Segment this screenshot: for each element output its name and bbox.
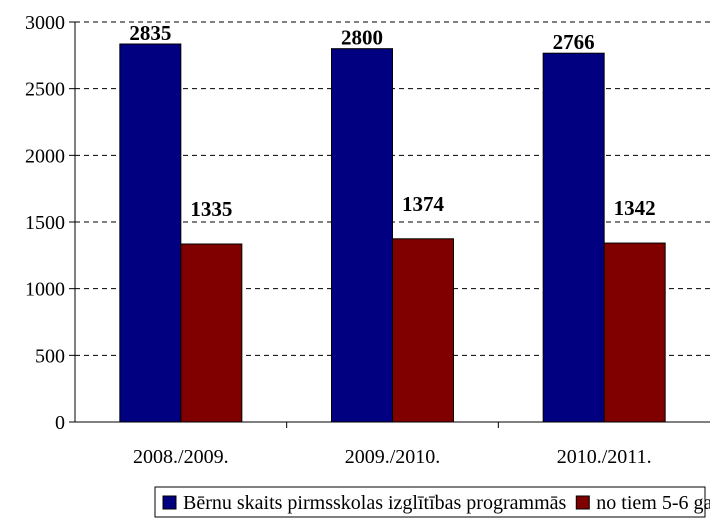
y-tick-label: 2000 (25, 145, 65, 167)
y-tick-label: 3000 (25, 12, 65, 34)
bars (119, 43, 666, 423)
data-label: 1335 (190, 197, 232, 221)
legend-label: no tiem 5-6 gadīgie (596, 492, 710, 514)
bar (180, 243, 243, 423)
x-category-label: 2009./2010. (345, 446, 441, 468)
axes (69, 21, 710, 428)
y-tick-label: 500 (35, 345, 65, 367)
y-tick-label: 1000 (25, 279, 65, 301)
legend-swatch (162, 495, 177, 510)
legend-swatch (575, 495, 590, 510)
legend-label: Bērnu skaits pirmsskolas izglītības prog… (183, 492, 566, 514)
x-category-label: 2008./2009. (133, 446, 229, 468)
y-tick-label: 2500 (25, 79, 65, 101)
data-label: 1374 (402, 192, 445, 216)
legend: Bērnu skaits pirmsskolas izglītības prog… (154, 486, 710, 518)
data-label: 2800 (341, 26, 383, 50)
bar (119, 43, 182, 423)
bar (331, 48, 393, 423)
data-label: 2766 (553, 30, 595, 54)
y-tick-label: 0 (55, 412, 65, 434)
data-label: 2835 (129, 21, 171, 45)
y-tick-label: 1500 (25, 212, 65, 234)
bar (542, 52, 605, 423)
legend-box (154, 486, 706, 518)
data-label: 1342 (614, 196, 656, 220)
bar (603, 242, 666, 423)
bar (392, 238, 454, 423)
x-category-label: 2010./2011. (557, 446, 652, 468)
labels: 0 500 1000 1500 2000 2500 3000 2008./2009. 2835 1… (25, 12, 656, 468)
